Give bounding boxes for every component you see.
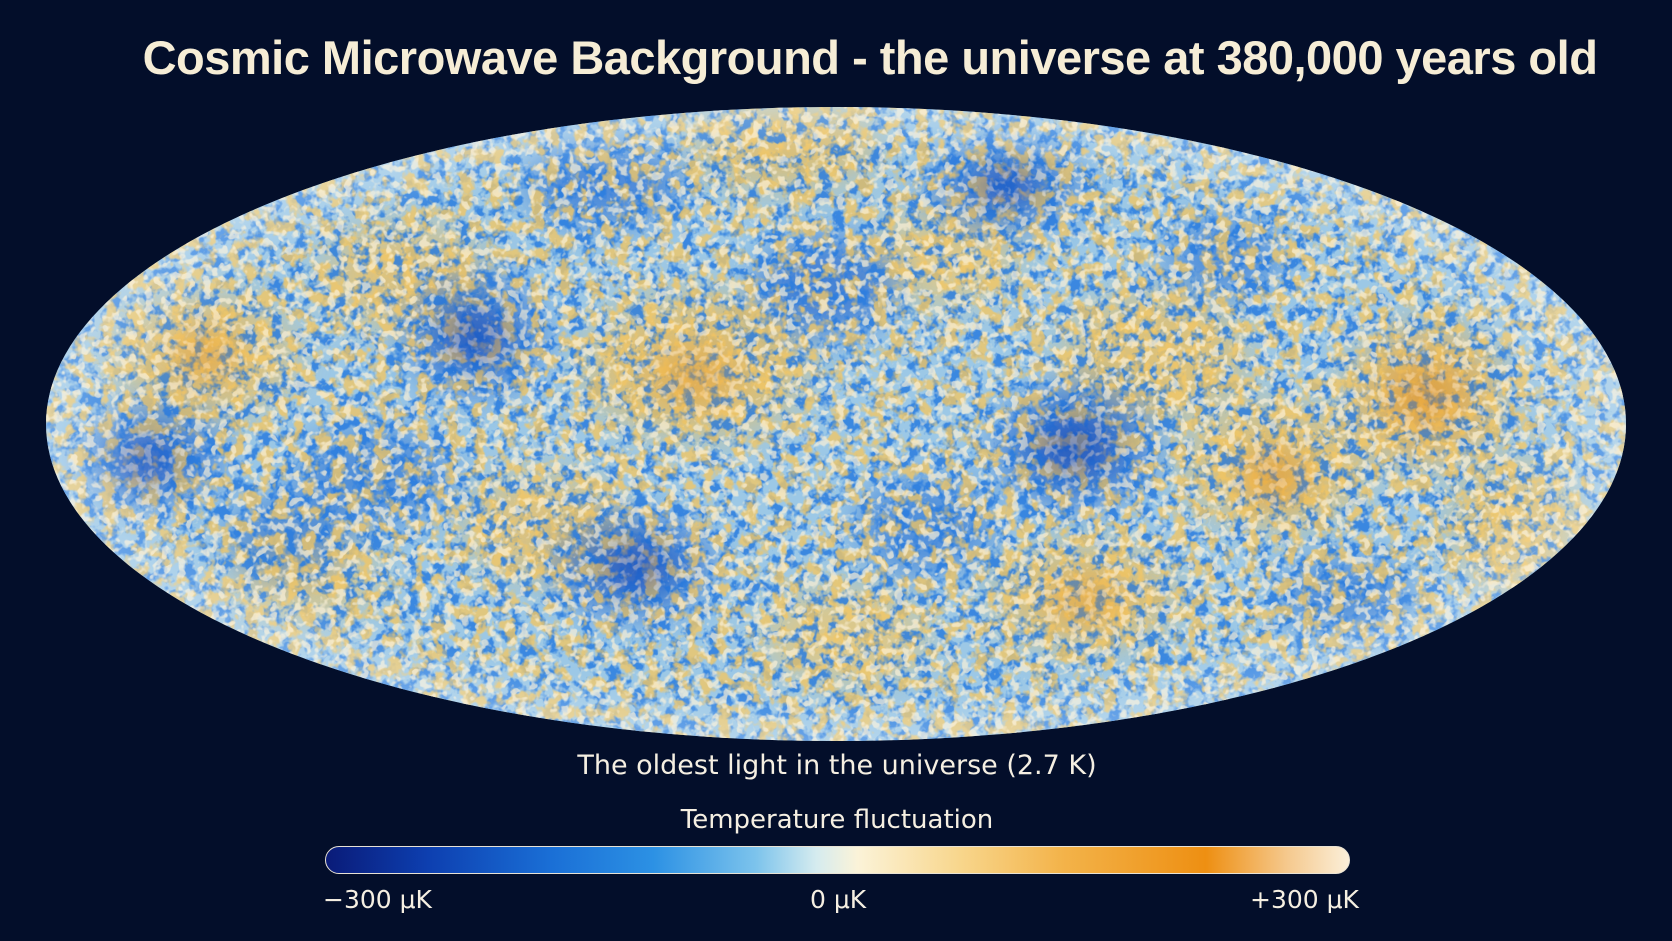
map-caption: The oldest light in the universe (2.7 K) — [577, 750, 1097, 781]
colorbar-title: Temperature fluctuation — [680, 805, 994, 835]
cmb-sky-map — [45, 106, 1627, 742]
colorbar-tick-zero: 0 μK — [810, 885, 867, 914]
temperature-colorbar — [325, 846, 1350, 874]
colorbar-tick-max: +300 μK — [1250, 885, 1359, 914]
colorbar-tick-min: −300 μK — [323, 885, 432, 914]
page-title: Cosmic Microwave Background - the univer… — [142, 31, 1598, 84]
cmb-sky-map-image — [46, 107, 1626, 741]
